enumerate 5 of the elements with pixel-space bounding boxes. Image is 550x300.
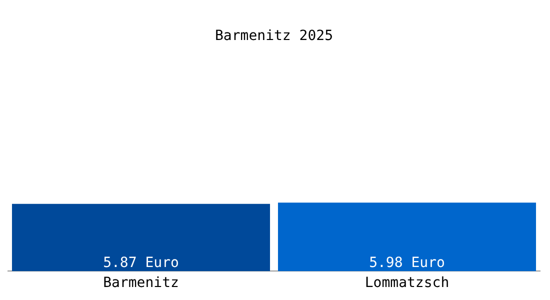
data-label: 5.98 Euro (369, 254, 445, 271)
data-label: 5.87 Euro (103, 254, 179, 271)
chart-title: Barmenitz 2025 (214, 28, 334, 44)
x-tick-label: Barmenitz (103, 275, 179, 292)
x-tick-label: Lommatzsch (364, 275, 450, 292)
